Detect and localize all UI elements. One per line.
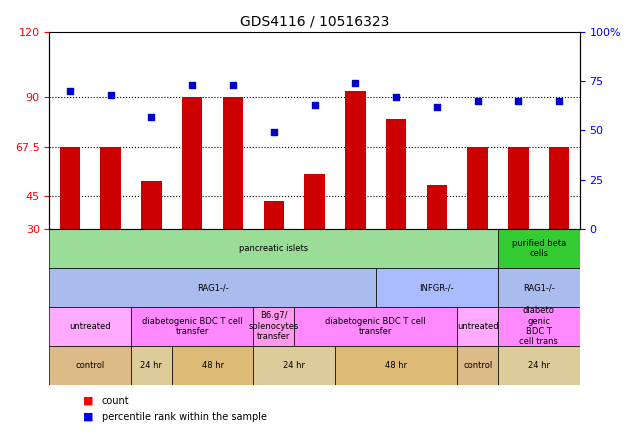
Point	[513, 97, 523, 104]
Point	[65, 87, 75, 95]
Point	[268, 129, 279, 136]
FancyBboxPatch shape	[498, 268, 579, 307]
FancyBboxPatch shape	[50, 268, 376, 307]
FancyBboxPatch shape	[50, 229, 498, 268]
Text: purified beta
cells: purified beta cells	[512, 239, 566, 258]
FancyBboxPatch shape	[376, 268, 498, 307]
Text: time: time	[0, 443, 1, 444]
FancyBboxPatch shape	[50, 307, 131, 346]
Bar	[508, 147, 529, 229]
FancyBboxPatch shape	[498, 229, 579, 268]
Bar	[182, 97, 202, 229]
Bar	[100, 147, 121, 229]
Text: RAG1-/-: RAG1-/-	[523, 283, 555, 292]
Text: 48 hr: 48 hr	[202, 361, 224, 370]
Text: 48 hr: 48 hr	[385, 361, 407, 370]
Point	[106, 91, 116, 99]
Bar	[427, 185, 447, 229]
Text: ■: ■	[83, 412, 93, 422]
Text: B6.g7/
splenocytes
transfer: B6.g7/ splenocytes transfer	[249, 311, 299, 341]
FancyBboxPatch shape	[131, 346, 172, 385]
Point	[432, 103, 442, 110]
Text: control: control	[463, 361, 492, 370]
Text: control: control	[76, 361, 105, 370]
FancyBboxPatch shape	[131, 307, 253, 346]
Bar	[467, 147, 488, 229]
Bar	[305, 174, 325, 229]
FancyBboxPatch shape	[498, 307, 579, 346]
Point	[554, 97, 564, 104]
FancyBboxPatch shape	[294, 307, 457, 346]
Text: untreated: untreated	[457, 322, 499, 331]
FancyBboxPatch shape	[457, 346, 498, 385]
Text: INFGR-/-: INFGR-/-	[420, 283, 454, 292]
Point	[228, 81, 238, 88]
Point	[187, 81, 197, 88]
FancyBboxPatch shape	[253, 346, 335, 385]
Point	[146, 113, 156, 120]
Text: percentile rank within the sample: percentile rank within the sample	[102, 412, 266, 422]
Bar	[141, 181, 162, 229]
FancyBboxPatch shape	[50, 346, 131, 385]
Text: untreated: untreated	[69, 322, 111, 331]
Text: 24 hr: 24 hr	[141, 361, 162, 370]
Text: 24 hr: 24 hr	[283, 361, 305, 370]
Point	[350, 79, 361, 87]
Title: GDS4116 / 10516323: GDS4116 / 10516323	[240, 15, 389, 29]
Text: 24 hr: 24 hr	[528, 361, 550, 370]
FancyBboxPatch shape	[457, 307, 498, 346]
Text: genotype/variation: genotype/variation	[0, 443, 1, 444]
Point	[473, 97, 483, 104]
FancyBboxPatch shape	[335, 346, 457, 385]
FancyBboxPatch shape	[253, 307, 294, 346]
Text: diabeto
genic
BDC T
cell trans: diabeto genic BDC T cell trans	[520, 306, 558, 346]
FancyBboxPatch shape	[172, 346, 253, 385]
Text: RAG1-/-: RAG1-/-	[197, 283, 228, 292]
Point	[310, 101, 320, 108]
Text: ■: ■	[83, 396, 93, 406]
Bar	[223, 97, 243, 229]
Text: diabetogenic BDC T cell
transfer: diabetogenic BDC T cell transfer	[142, 317, 242, 336]
Bar	[386, 119, 406, 229]
Bar	[263, 201, 284, 229]
Point	[391, 93, 401, 100]
Text: pancreatic islets: pancreatic islets	[239, 244, 308, 253]
Text: cell type: cell type	[0, 443, 1, 444]
Text: count: count	[102, 396, 129, 406]
Text: diabetogenic BDC T cell
transfer: diabetogenic BDC T cell transfer	[326, 317, 426, 336]
Text: protocol: protocol	[0, 443, 1, 444]
Bar	[60, 147, 80, 229]
FancyBboxPatch shape	[498, 346, 579, 385]
Bar	[345, 91, 366, 229]
Bar	[549, 147, 569, 229]
